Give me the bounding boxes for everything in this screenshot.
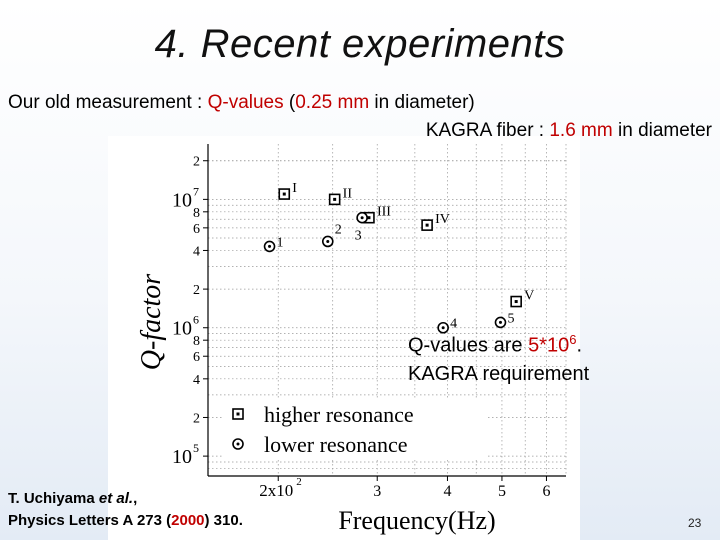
reference-journal: Physics Letters A 273 (2000) 310. bbox=[8, 510, 243, 532]
slide-title: 4. Recent experiments bbox=[154, 22, 566, 66]
kagra-fiber-rest: in diameter bbox=[612, 120, 712, 141]
kagra-fiber-line: KAGRA fiber : 1.6 mm in diameter bbox=[426, 120, 712, 142]
reference-journal-prefix: Physics Letters A 273 ( bbox=[8, 512, 172, 529]
lower-resonance-marker-dot bbox=[498, 320, 502, 324]
reference-author-name: T. Uchiyama bbox=[8, 490, 99, 507]
higher-resonance-marker-dot bbox=[333, 197, 337, 201]
y-tick-label: 10 bbox=[172, 189, 192, 211]
higher-resonance-marker-dot bbox=[236, 412, 240, 416]
note-mantissa: 5*10 bbox=[528, 334, 570, 357]
x-tick-label: 2x10 bbox=[259, 481, 293, 500]
reference-year: 2000 bbox=[171, 512, 205, 529]
lower-resonance-marker-dot bbox=[268, 244, 272, 248]
note-line-1: Q-values are 5*106. bbox=[408, 326, 589, 360]
lower-resonance-marker-dot bbox=[360, 216, 364, 220]
higher-resonance-point-label: III bbox=[377, 205, 391, 220]
y-tick-exponent: 6 bbox=[193, 313, 199, 327]
y-tick-exponent: 7 bbox=[193, 184, 199, 198]
paren-open: ( bbox=[283, 92, 296, 113]
y-tick-label: 8 bbox=[193, 206, 200, 221]
x-tick-label: 5 bbox=[498, 483, 506, 500]
lower-resonance-point-label: 4 bbox=[450, 317, 457, 332]
reference-authors: T. Uchiyama et al., bbox=[8, 488, 243, 510]
lower-resonance-point-label: 3 bbox=[355, 229, 362, 244]
higher-resonance-point-label: II bbox=[343, 186, 353, 201]
old-diameter: 0.25 mm bbox=[295, 92, 370, 113]
y-axis-label: Q-factor bbox=[136, 274, 167, 371]
y-tick-label: 2 bbox=[193, 283, 200, 298]
y-tick-label: 8 bbox=[193, 334, 200, 349]
y-tick-label: 4 bbox=[193, 373, 200, 388]
old-measurement-line: Our old measurement : Q-values (0.25 mm … bbox=[8, 92, 475, 114]
x-tick-label: 4 bbox=[443, 483, 451, 500]
note-suffix: . bbox=[576, 334, 583, 357]
q-values-label: Q-values bbox=[207, 92, 284, 113]
y-tick-exponent: 5 bbox=[193, 441, 199, 455]
kagra-diameter: 1.6 mm bbox=[549, 120, 613, 141]
y-tick-label: 4 bbox=[193, 244, 200, 259]
note-prefix: Q-values are bbox=[408, 334, 529, 357]
x-axis-label: Frequency(Hz) bbox=[338, 506, 495, 535]
y-tick-label: 10 bbox=[172, 446, 192, 468]
higher-resonance-marker-dot bbox=[425, 223, 429, 227]
q-factor-plot: 2 10 7 8 6 4 2 10 6 8 6 4 2 10 5 2x10 2 3 4 5 6 Q-factor Frequ… bbox=[108, 136, 580, 540]
x-tick-exponent: 2 bbox=[296, 476, 302, 488]
note-exponent: 6 bbox=[569, 332, 577, 347]
higher-resonance-marker-dot bbox=[282, 192, 286, 196]
requirement-note: Q-values are 5*106. KAGRA requirement bbox=[408, 326, 589, 388]
reference-et-al: et al. bbox=[98, 490, 134, 507]
x-tick-label: 6 bbox=[542, 483, 550, 500]
lower-resonance-point-label: 1 bbox=[277, 235, 284, 250]
higher-resonance-marker-dot bbox=[514, 300, 518, 304]
y-tick-label: 2 bbox=[193, 155, 200, 170]
lower-resonance-point-label: 2 bbox=[335, 222, 342, 237]
higher-resonance-point-label: IV bbox=[435, 212, 450, 227]
reference-comma: , bbox=[133, 490, 138, 507]
lower-resonance-marker-dot bbox=[441, 326, 445, 330]
y-tick-label: 6 bbox=[193, 350, 200, 365]
y-tick-label: 10 bbox=[172, 318, 192, 340]
y-tick-label: 2 bbox=[193, 411, 200, 426]
higher-resonance-point-label: V bbox=[524, 289, 534, 304]
lower-resonance-marker-dot bbox=[326, 239, 330, 243]
old-measurement-rest: in diameter) bbox=[369, 92, 475, 113]
note-line-2: KAGRA requirement bbox=[408, 362, 590, 385]
page-number: 23 bbox=[688, 516, 702, 530]
reference-journal-suffix: ) 310. bbox=[204, 512, 243, 529]
lower-resonance-marker-dot bbox=[236, 442, 240, 446]
reference-citation: T. Uchiyama et al., Physics Letters A 27… bbox=[8, 488, 243, 532]
higher-resonance-point-label: I bbox=[292, 181, 297, 196]
old-measurement-prefix: Our old measurement : bbox=[8, 92, 208, 113]
lower-resonance-point-label: 5 bbox=[507, 311, 514, 326]
higher-resonance-marker-dot bbox=[367, 216, 371, 220]
kagra-fiber-prefix: KAGRA fiber : bbox=[425, 120, 550, 141]
legend-entry-label: higher resonance bbox=[264, 402, 414, 427]
legend-entry-label: lower resonance bbox=[264, 432, 408, 457]
y-tick-label: 6 bbox=[193, 222, 200, 237]
x-tick-label: 3 bbox=[373, 483, 381, 500]
legend-box bbox=[224, 398, 486, 458]
